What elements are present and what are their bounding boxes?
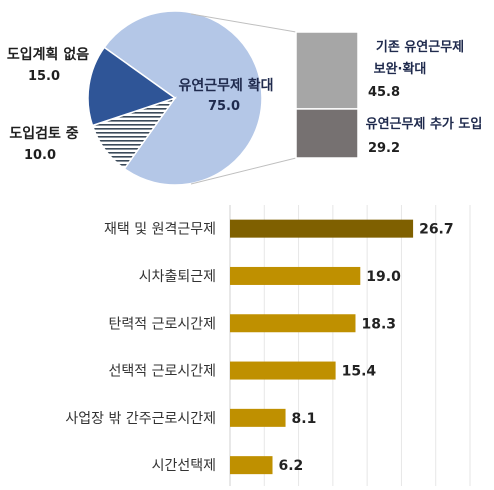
bar-3 [230, 314, 356, 333]
bar-2 [230, 266, 361, 285]
value-label-1: 26.7 [419, 222, 454, 238]
pie-label-noplan: 도입계획 없음 [7, 46, 89, 63]
pie-value-review: 10.0 [24, 148, 56, 163]
breakdown-label-new: 유연근무제 추가 도입 [366, 116, 483, 132]
value-label-5: 8.1 [292, 411, 317, 427]
breakdown-stacked-bar [295, 31, 359, 159]
breakdown-label-existing-line1: 기존 유연근무제 [376, 40, 464, 55]
pie-label-review: 도입검토 중 [9, 125, 78, 142]
category-label-3: 탄력적 근로시간제 [109, 316, 217, 332]
value-label-2: 19.0 [366, 269, 401, 285]
pie-value-noplan: 15.0 [28, 69, 60, 84]
category-label-1: 재택 및 원격근무제 [104, 222, 216, 238]
breakdown-segment-existing [295, 31, 359, 110]
breakdown-label-existing-line2: 보완·확대 [374, 61, 427, 77]
bar-5 [230, 408, 286, 427]
breakdown-value-new: 29.2 [368, 141, 400, 156]
category-label-4: 선택적 근로시간제 [109, 364, 217, 380]
value-label-6: 6.2 [279, 458, 304, 474]
pie-chart [87, 10, 263, 186]
pie-label-expand: 유연근무제 확대 [178, 77, 273, 94]
bar-6 [230, 456, 273, 475]
pie-slice-noplan [87, 46, 177, 127]
pie-slice-expand [103, 10, 263, 186]
category-label-5: 사업장 밖 간주근로시간제 [65, 411, 216, 427]
connector-line-bottom [190, 157, 297, 185]
bar-chart-grid [229, 205, 471, 486]
bar-4 [230, 361, 336, 380]
pie-value-expand: 75.0 [208, 99, 240, 114]
category-label-6: 시간선택제 [152, 458, 216, 474]
bar-1 [230, 219, 414, 238]
bar-chart: 재택 및 원격근무제 26.7 시차출퇴근제 19.0 탄력적 근로시간제 18.3 선택적… [65, 219, 454, 475]
breakdown-value-existing: 45.8 [368, 85, 400, 100]
value-label-4: 15.4 [342, 364, 377, 380]
breakdown-segment-new [295, 108, 359, 159]
connector-line-top [190, 13, 297, 33]
value-label-3: 18.3 [361, 316, 396, 332]
category-label-2: 시차출퇴근제 [139, 269, 216, 285]
